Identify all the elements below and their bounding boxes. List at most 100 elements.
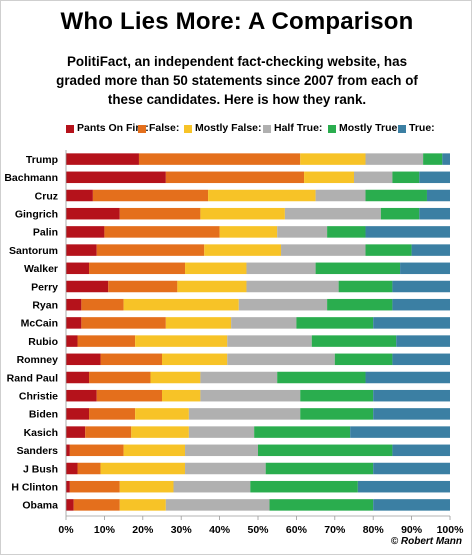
legend-label: Mostly False: [195,122,262,134]
bar-segment [327,226,366,238]
bar-segment [177,280,247,293]
category-label: Obama [22,500,58,512]
bar-segment [426,189,450,202]
legend-swatch [66,125,74,133]
category-label: Romney [17,354,59,366]
x-tick-label: 60% [286,524,308,536]
bar-segment [66,480,70,493]
bar-segment [419,207,450,220]
bar-segment [281,244,366,256]
bar-segment [96,389,162,402]
category-label: Santorum [9,245,58,257]
chart-subtitle: PolitiFact, an independent fact-checking… [56,54,418,107]
bar-segment [66,244,97,256]
x-tick-label: 0% [58,524,74,536]
bar-segment [89,262,186,275]
category-label: Cruz [35,190,58,202]
bar-segment [296,317,374,329]
bar-segment [246,280,339,293]
bar-segment [100,462,186,475]
category-label: H Clinton [11,482,58,494]
bar-segment [392,171,420,184]
bar-segment [300,153,366,165]
legend-label: Pants On Fire: [77,122,149,134]
bar-segment [334,353,393,366]
bar-segment [66,207,120,220]
bar-segment [277,371,366,384]
bar-segment [373,408,450,420]
legend-label: Mostly True: [339,122,401,134]
bar-segment [380,207,420,220]
bar-segment [69,480,120,493]
bar-segment [227,335,312,347]
bar-segment [188,408,301,420]
bar-segment [66,317,82,329]
category-label: Walker [24,263,58,275]
bar-segment [231,317,297,329]
category-label: Kasich [24,427,58,439]
bar-segment [265,462,374,475]
legend-swatch [184,125,192,133]
bar-segment [300,389,374,402]
bar-segment [92,189,209,202]
bar-segment [365,153,424,165]
bar-segment [89,371,151,384]
bar-segment [66,426,86,438]
bar-segment [66,262,90,275]
bar-segment [108,280,178,293]
bar-segment [73,499,120,511]
category-label: McCain [21,318,58,330]
bar-segment [423,153,443,165]
x-tick-label: 30% [171,524,193,536]
bar-segment [315,189,366,202]
bar-segment [396,335,450,347]
bar-segment [165,499,270,511]
legend-swatch [263,125,271,133]
category-label: Ryan [32,300,58,312]
bar-segment [219,226,278,238]
bar-segment [277,226,328,238]
category-label: Rand Paul [7,372,58,384]
bar-segment [442,153,450,165]
bar-segment [119,499,166,511]
x-tick-label: 40% [209,524,231,536]
bar-segment [350,426,450,438]
bar-segment [66,280,109,293]
bar-segment [200,389,301,402]
bar-segment [238,298,328,311]
legend-swatch [398,125,406,133]
x-tick-label: 70% [324,524,346,536]
bar-segment [138,153,301,165]
bar-segment [188,426,255,438]
bar-segment [311,335,397,347]
x-tick-label: 20% [132,524,154,536]
bar-segment [269,499,374,511]
bar-segment [135,408,189,420]
bar-segment [104,226,220,238]
bar-segment [373,462,450,475]
bar-segment [373,499,450,511]
bar-segment [365,371,450,384]
bar-segment [254,426,351,438]
bar-segment [250,480,358,493]
chart-legend: Pants On Fire: False: Mostly False: Half Tr… [0,122,474,138]
bar-segment [66,389,97,402]
bar-segment [411,244,450,256]
bar-segment [123,444,186,457]
bar-segment [304,171,354,184]
bar-segment [96,244,205,256]
x-tick-label: 10% [94,524,116,536]
bar-segment [373,317,450,329]
bar-segment [173,480,251,493]
bar-segment [419,171,450,184]
bar-segment [165,317,232,329]
legend-label: False: [149,122,180,134]
bar-segment [77,335,136,347]
bar-segment [66,335,78,347]
category-label: Christie [19,391,58,403]
bar-segment [365,244,412,256]
bar-segment [66,189,93,202]
category-label: Biden [29,409,58,421]
legend-swatch [138,125,146,133]
